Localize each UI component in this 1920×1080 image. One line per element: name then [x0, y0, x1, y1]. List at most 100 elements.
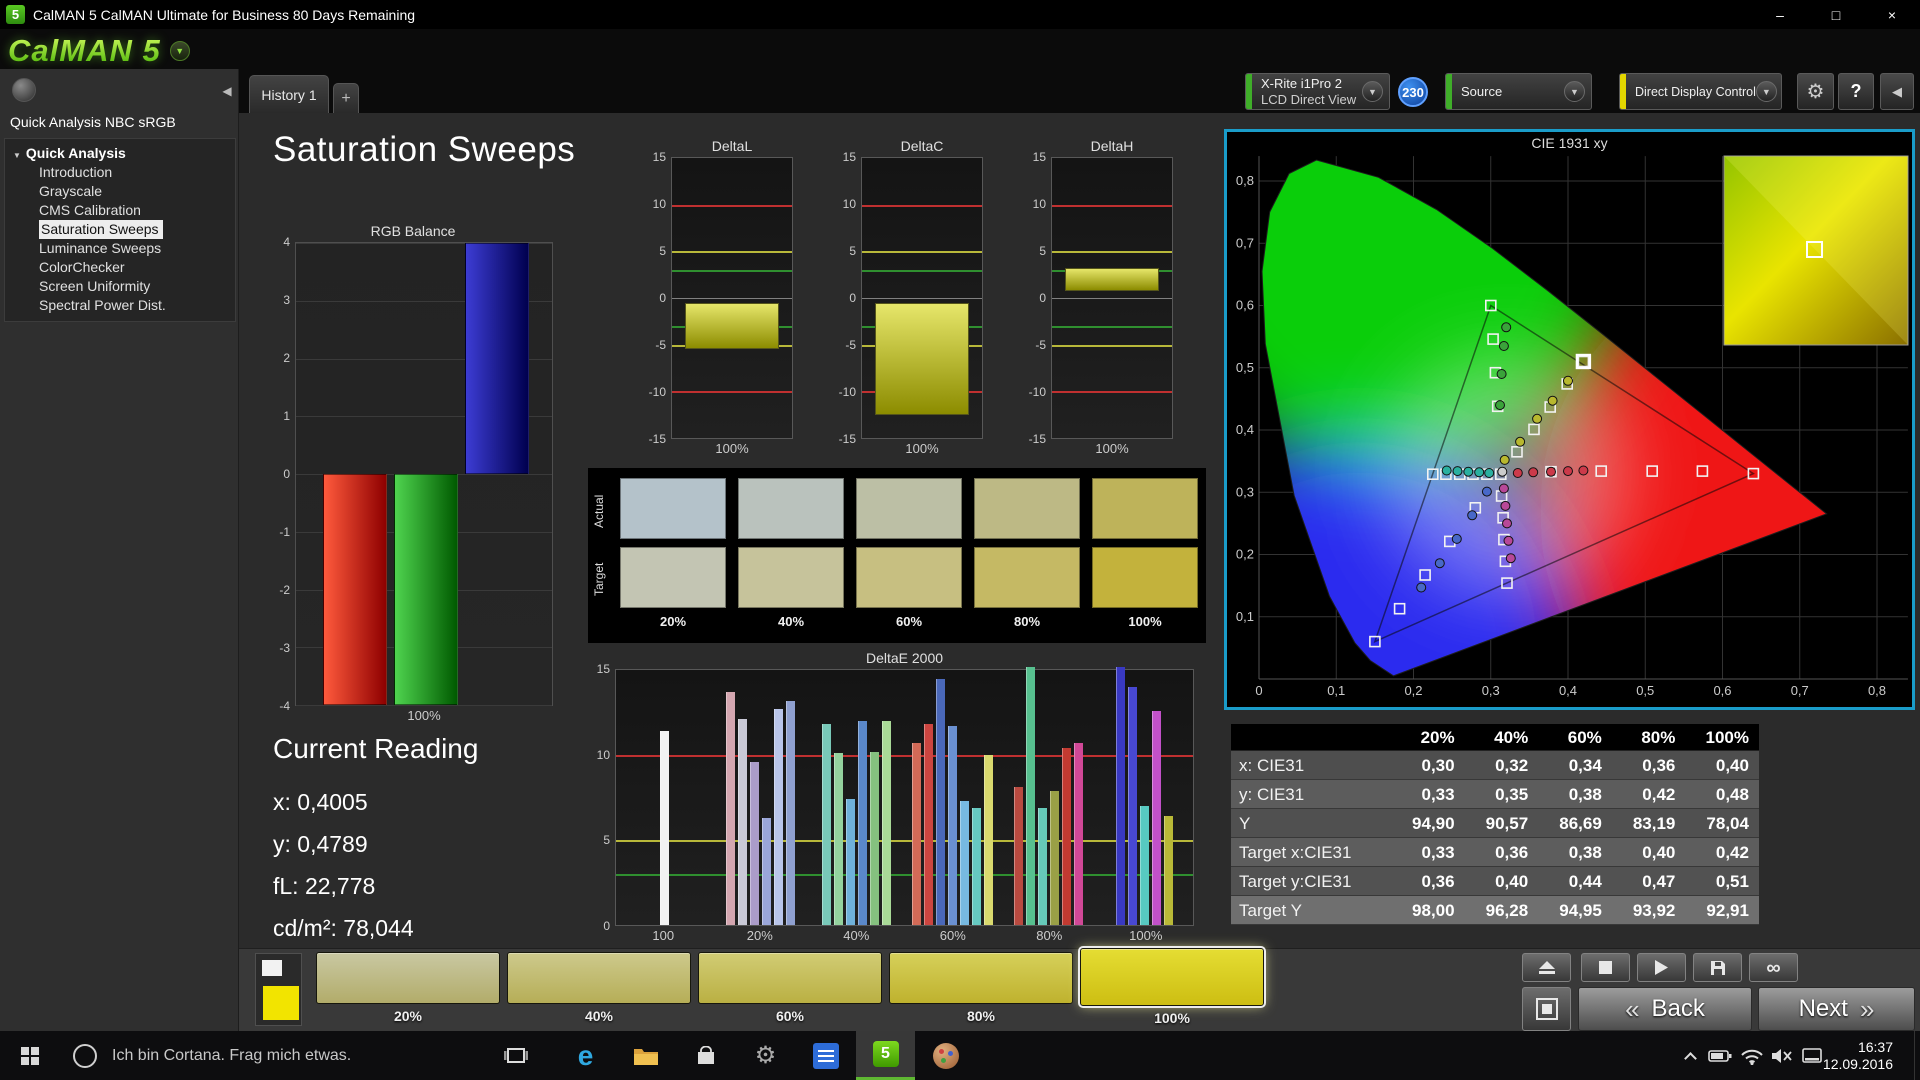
- patch-button-40[interactable]: 40%: [507, 952, 691, 1024]
- maximize-button[interactable]: □: [1808, 0, 1864, 29]
- tray-action-center-icon[interactable]: [1798, 1031, 1826, 1080]
- loop-button[interactable]: ∞: [1749, 953, 1798, 982]
- meter-name: X-Rite i1Pro 2: [1261, 76, 1356, 92]
- patch-button-100[interactable]: 100%: [1080, 952, 1264, 1026]
- stop-button[interactable]: [1581, 953, 1630, 982]
- stop-all-button[interactable]: [1522, 987, 1571, 1031]
- sidebar-item-colorchecker[interactable]: ColorChecker: [5, 258, 235, 277]
- row-label: y: CIE31: [1231, 780, 1391, 809]
- measured-point: [1468, 511, 1477, 520]
- eject-button[interactable]: [1522, 953, 1571, 982]
- back-label: Back: [1652, 995, 1705, 1023]
- minimize-button[interactable]: –: [1752, 0, 1808, 29]
- start-button[interactable]: [0, 1031, 59, 1080]
- deltae-xlabels: 10020%40%60%80%100%: [615, 926, 1194, 948]
- taskbar-paint-icon[interactable]: [916, 1031, 975, 1080]
- next-chevron-icon: »: [1860, 994, 1874, 1025]
- taskbar-calman-icon-active[interactable]: 5: [856, 1031, 915, 1080]
- taskbar-document-app-icon[interactable]: [796, 1031, 855, 1080]
- measured-point: [1564, 467, 1573, 476]
- display-control-dropdown[interactable]: Direct Display Control ▼: [1619, 73, 1782, 110]
- next-button[interactable]: Next »: [1758, 987, 1915, 1031]
- sidebar-collapse-icon[interactable]: ◀: [218, 78, 236, 104]
- y-tick-label: 3: [273, 293, 290, 307]
- task-view-icon[interactable]: [496, 1031, 536, 1080]
- svg-text:0,5: 0,5: [1636, 683, 1654, 698]
- meter-dropdown[interactable]: X-Rite i1Pro 2 LCD Direct View ▼: [1245, 73, 1390, 110]
- meter-count-badge[interactable]: 230: [1398, 77, 1428, 107]
- patch-button-80[interactable]: 80%: [889, 952, 1073, 1024]
- save-button[interactable]: [1693, 953, 1742, 982]
- source-dropdown[interactable]: Source ▼: [1445, 73, 1592, 110]
- logo-menu-arrow-icon[interactable]: ▼: [170, 41, 190, 61]
- measured-point: [1533, 414, 1542, 423]
- sidebar-item-spectral-power-dist[interactable]: Spectral Power Dist.: [5, 296, 235, 315]
- chevron-down-icon[interactable]: ▼: [1564, 81, 1585, 102]
- svg-text:0,7: 0,7: [1236, 235, 1254, 250]
- patch-button-60[interactable]: 60%: [698, 952, 882, 1024]
- tray-clock[interactable]: 16:37 12.09.2016: [1823, 1031, 1893, 1080]
- sidebar-item-quick-analysis[interactable]: ▼Quick Analysis: [5, 143, 235, 163]
- settings-gear-icon[interactable]: ⚙: [1797, 73, 1834, 110]
- tree-expander-icon[interactable]: ▼: [13, 151, 21, 160]
- tray-chevron-up-icon[interactable]: [1678, 1031, 1702, 1080]
- taskbar-utility-icon[interactable]: ⚙: [736, 1031, 795, 1080]
- taskbar-store-icon[interactable]: [676, 1031, 735, 1080]
- patch-window-preview[interactable]: [255, 953, 302, 1026]
- y-tick-label: -10: [645, 385, 666, 399]
- taskbar-file-explorer-icon[interactable]: [616, 1031, 675, 1080]
- patch-button-20[interactable]: 20%: [316, 952, 500, 1024]
- table-cell: 0,36: [1612, 751, 1686, 780]
- deltae-group: [808, 670, 904, 925]
- deltae-bar: [1038, 808, 1047, 925]
- app-icon: 5: [6, 5, 25, 24]
- limit-line-green: [1052, 326, 1172, 328]
- measured-point: [1482, 487, 1491, 496]
- play-button[interactable]: [1637, 953, 1686, 982]
- sidebar-item-screen-uniformity[interactable]: Screen Uniformity: [5, 277, 235, 296]
- add-tab-button[interactable]: +: [333, 83, 359, 113]
- tray-battery-icon[interactable]: [1706, 1031, 1734, 1080]
- collapse-toolbar-icon[interactable]: ◀: [1880, 73, 1914, 110]
- deltae-bar: [1050, 791, 1059, 925]
- y-tick-label: 15: [1025, 150, 1046, 164]
- sidebar-item-introduction[interactable]: Introduction: [5, 163, 235, 182]
- table-cell: 0,48: [1685, 780, 1759, 809]
- deltae-plot: [615, 669, 1194, 926]
- windows-logo-icon: [21, 1047, 39, 1065]
- cortana-search[interactable]: Ich bin Cortana. Frag mich etwas.: [112, 1031, 351, 1080]
- chevron-down-icon[interactable]: ▼: [1756, 81, 1777, 102]
- cortana-icon[interactable]: [68, 1031, 102, 1080]
- tray-volume-muted-icon[interactable]: [1768, 1031, 1796, 1080]
- patch-color-area: [507, 952, 691, 1004]
- svg-text:0,8: 0,8: [1868, 683, 1886, 698]
- table-corner-cell: [1231, 724, 1391, 751]
- back-button[interactable]: « Back: [1578, 987, 1752, 1031]
- sidebar-item-saturation-sweeps[interactable]: Saturation Sweeps: [39, 220, 163, 239]
- deltae-bar: [774, 709, 783, 925]
- svg-text:0,4: 0,4: [1559, 683, 1577, 698]
- deltae-group: [1097, 670, 1193, 925]
- table-row: Target x:CIE310,330,360,380,400,42: [1231, 838, 1759, 867]
- deltae-bar: [750, 762, 759, 925]
- chevron-down-icon[interactable]: ▼: [1362, 81, 1383, 102]
- show-desktop-button[interactable]: [1914, 1031, 1920, 1080]
- sidebar-item-luminance-sweeps[interactable]: Luminance Sweeps: [5, 239, 235, 258]
- sidebar-item-grayscale[interactable]: Grayscale: [5, 182, 235, 201]
- loop-icon: ∞: [1766, 960, 1780, 976]
- sidebar-item-cms-calibration[interactable]: CMS Calibration: [5, 201, 235, 220]
- limit-line-yellow: [862, 251, 982, 253]
- deltal-chart: DeltaL 151050-5-10-15 100%: [645, 137, 793, 461]
- table-row: Target Y98,0096,2894,9593,9292,91: [1231, 896, 1759, 925]
- tray-wifi-icon[interactable]: [1738, 1031, 1766, 1080]
- display-control-label: Direct Display Control: [1626, 84, 1756, 100]
- table-cell: 96,28: [1465, 896, 1539, 925]
- close-button[interactable]: ×: [1864, 0, 1920, 29]
- deltaH-plot: [1051, 157, 1173, 439]
- rgb-balance-plot: [295, 242, 553, 706]
- help-icon[interactable]: ?: [1838, 73, 1874, 110]
- taskbar-edge-icon[interactable]: e: [556, 1031, 615, 1080]
- sidebar-knob-button[interactable]: [12, 78, 36, 102]
- table-header-row: 20%40%60%80%100%: [1231, 724, 1759, 751]
- tab-history-1[interactable]: History 1: [249, 75, 329, 113]
